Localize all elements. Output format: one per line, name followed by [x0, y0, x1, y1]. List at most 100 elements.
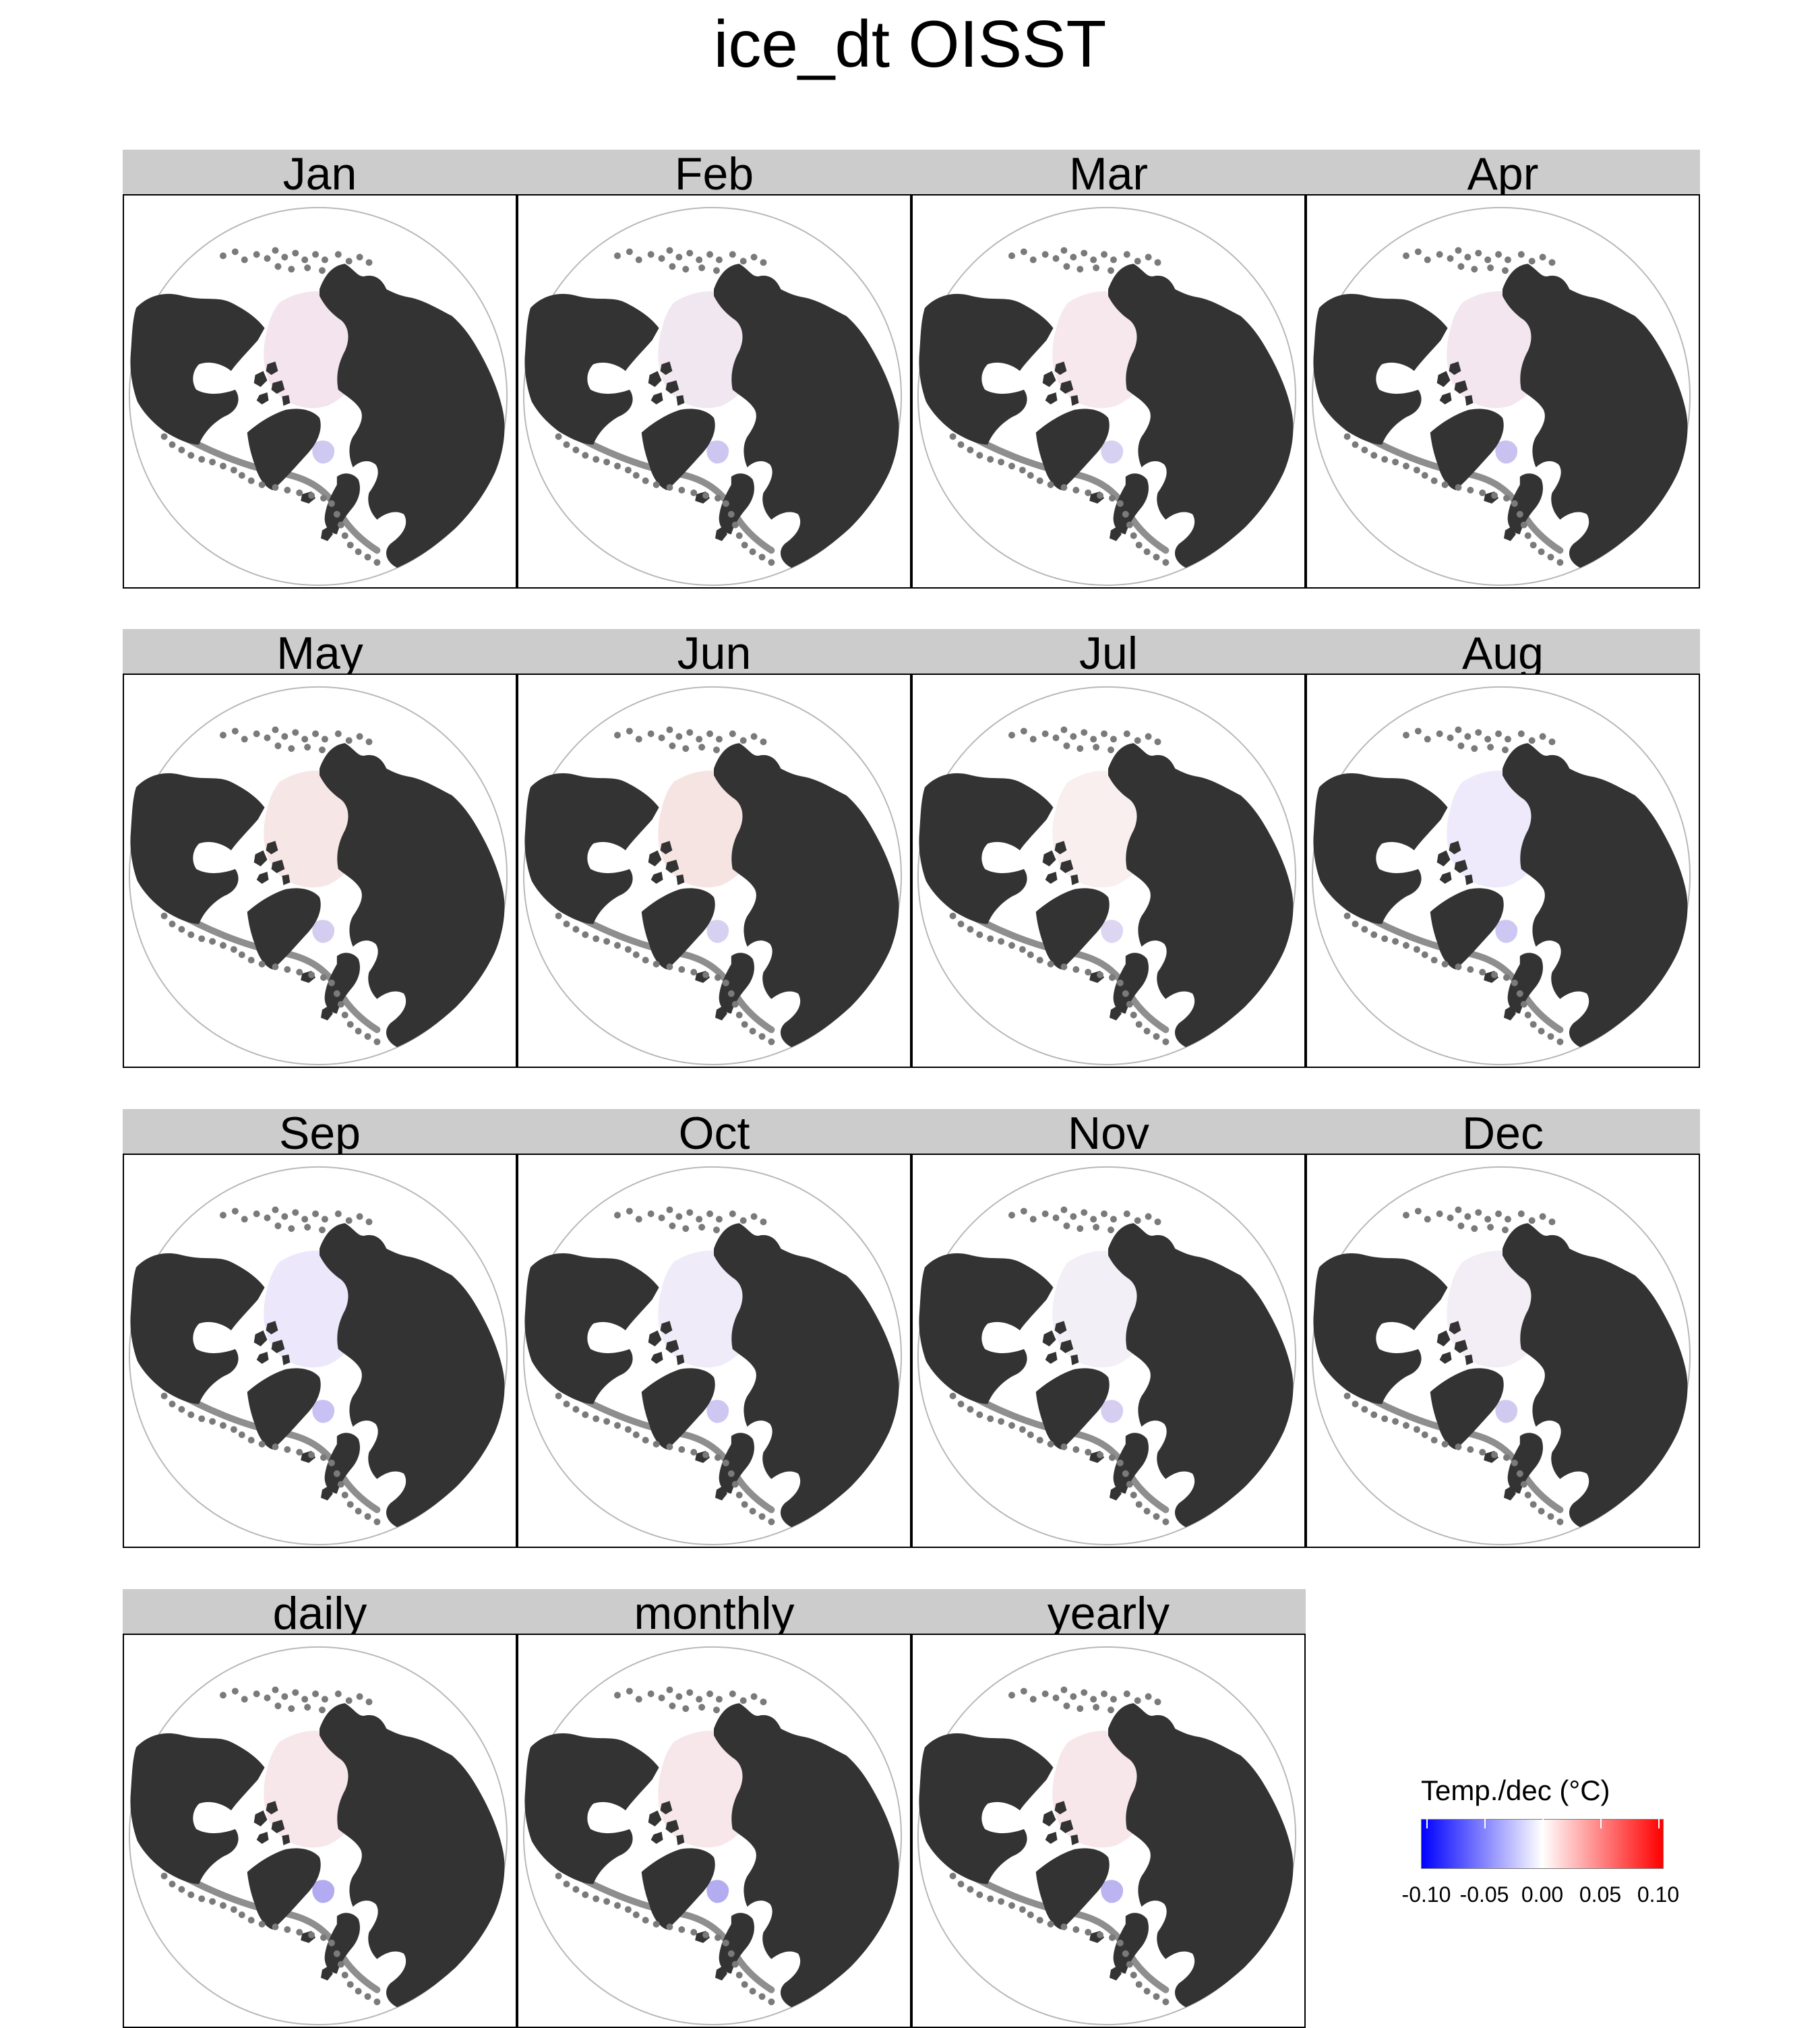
- ice-trend-dot: [1108, 1934, 1116, 1941]
- ice-trend-dot: [1153, 1033, 1160, 1040]
- ice-trend-dot: [220, 1422, 226, 1429]
- panel-title-strip: Sep: [123, 1109, 517, 1154]
- ice-trend-dot: [768, 1038, 775, 1046]
- ice-trend-dot: [231, 248, 239, 256]
- ice-trend-dot: [666, 1923, 673, 1930]
- ice-trend-dot: [1475, 729, 1482, 736]
- ice-trend-dot: [1370, 452, 1378, 459]
- ice-trend-dot: [238, 951, 245, 959]
- ice-trend-dot: [231, 727, 239, 735]
- land-mass: [1060, 1340, 1074, 1353]
- ice-trend-dot: [603, 458, 611, 466]
- ice-trend-dot: [1135, 1501, 1143, 1508]
- ice-trend-dot: [1430, 477, 1438, 485]
- land-mass: [1054, 1801, 1067, 1815]
- ice-trend-dot: [238, 1431, 245, 1439]
- ice-trend-dot: [582, 452, 589, 459]
- ice-trend-dot: [258, 1921, 266, 1928]
- ice-edge-band: [956, 905, 1170, 1034]
- ice-trend-dot: [653, 1441, 660, 1448]
- ice-trend-dot: [666, 247, 673, 254]
- land-mass: [1042, 850, 1056, 867]
- polar-map: [1311, 686, 1691, 1066]
- land-mass: [1042, 1810, 1056, 1827]
- land-mass: [715, 1485, 727, 1501]
- ice-trend-dot: [1135, 1981, 1143, 1988]
- ice-trend-dot: [582, 1411, 589, 1419]
- ice-trend-dot: [998, 1418, 1005, 1425]
- hemisphere-boundary: [1311, 1166, 1691, 1546]
- ice-trend-dot: [1093, 744, 1100, 751]
- ice-trend-dot: [1352, 441, 1359, 448]
- ice-trend-dot: [647, 730, 655, 738]
- ice-trend-dot: [715, 256, 723, 264]
- ice-trend-dot: [1421, 1431, 1428, 1439]
- ice-trend-dot: [1441, 481, 1449, 489]
- panel-title-strip: monthly: [517, 1589, 911, 1634]
- ice-trend-dot: [1520, 1001, 1527, 1008]
- land-mass: [253, 1330, 268, 1347]
- land-mass: [247, 1848, 321, 1930]
- ice-trend-dot: [1370, 1411, 1378, 1419]
- ice-trend-dot: [1414, 1207, 1422, 1215]
- panel-label: Oct: [678, 1109, 750, 1154]
- ice-trend-dot: [957, 1880, 965, 1888]
- land-mass: [1454, 1340, 1468, 1353]
- land-mass: [1035, 888, 1110, 970]
- ice-trend-dot: [178, 926, 185, 933]
- ice-trend-dot: [1447, 734, 1454, 742]
- ice-trend-dot: [1495, 1210, 1503, 1218]
- ice-trend-dot: [758, 1033, 766, 1040]
- ice-trend-dot: [1036, 1437, 1043, 1444]
- ice-trend-dot: [1491, 1451, 1498, 1458]
- ice-trend-dot: [758, 1513, 766, 1520]
- ice-trend-dot: [1455, 484, 1462, 491]
- ice-trend-dot: [220, 942, 226, 949]
- ice-trend-dot: [1110, 1216, 1117, 1223]
- ice-trend-dot: [1403, 1212, 1409, 1219]
- panel-title-strip: Jan: [123, 150, 517, 194]
- ice-trend-dot: [1504, 1216, 1511, 1223]
- ice-trend-dot: [1122, 510, 1129, 518]
- land-mass: [676, 1834, 685, 1845]
- land-mass: [648, 1810, 662, 1827]
- land-mass: [1035, 1848, 1110, 1930]
- ice-trend-dot: [653, 1921, 660, 1928]
- ice-trend-dot: [1556, 559, 1564, 566]
- ice-trend-dot: [758, 554, 766, 561]
- panel-label: Aug: [1462, 629, 1544, 674]
- land-mass: [1449, 1321, 1461, 1335]
- ice-trend-dot: [658, 255, 665, 262]
- map-panel: [911, 1154, 1306, 1548]
- ice-trend-dot: [319, 746, 326, 754]
- ice-trend-dot: [1548, 1218, 1556, 1226]
- ice-trend-dot: [1041, 1210, 1049, 1218]
- ice-trend-dot: [1436, 1210, 1443, 1218]
- ice-trend-dot: [1491, 491, 1498, 499]
- ice-trend-dot: [364, 1513, 371, 1520]
- ice-trend-dot: [304, 1704, 311, 1711]
- ice-trend-dot: [635, 256, 642, 264]
- ice-trend-dot: [345, 737, 353, 744]
- ice-trend-dot: [739, 737, 747, 744]
- ice-trend-dot: [998, 938, 1005, 945]
- ice-trend-dot: [1041, 251, 1049, 258]
- ice-trend-dot: [1455, 1206, 1462, 1214]
- ice-trend-dot: [1047, 481, 1054, 489]
- ice-edge-band: [562, 426, 775, 554]
- ice-trend-dot: [1029, 256, 1037, 264]
- panel-label: Jun: [677, 629, 752, 674]
- ice-trend-dot: [296, 1928, 303, 1936]
- ice-trend-dot: [653, 481, 660, 489]
- ice-trend-dot: [321, 256, 328, 264]
- ice-trend-dot: [1134, 737, 1141, 744]
- ice-trend-dot: [1122, 1470, 1129, 1477]
- ice-trend-dot: [675, 254, 683, 261]
- ice-trend-dot: [364, 1993, 371, 2000]
- ice-trend-dot: [272, 247, 279, 254]
- ice-trend-dot: [741, 541, 748, 549]
- ice-trend-dot: [635, 736, 642, 743]
- ice-trend-dot: [220, 732, 226, 739]
- ice-trend-dot: [1504, 736, 1511, 743]
- ice-trend-dot: [731, 1961, 739, 1968]
